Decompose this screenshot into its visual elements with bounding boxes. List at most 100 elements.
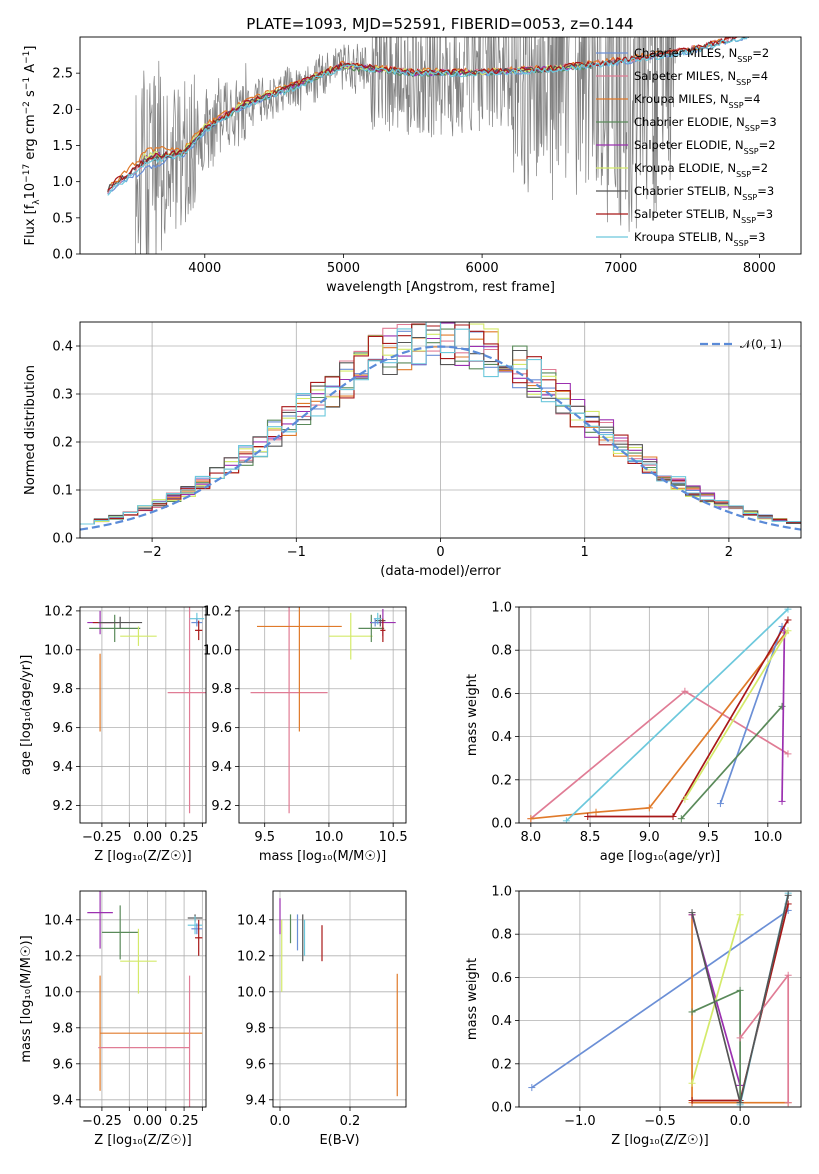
y-tick-label: 0.6 <box>491 971 512 986</box>
x-tick-label: −0.5 <box>644 1114 676 1129</box>
y-tick-label: 9.8 <box>52 1021 73 1036</box>
y-tick-label: 0.4 <box>491 1014 512 1029</box>
x-tick-label: 0.0 <box>730 1114 751 1129</box>
x-axis-label: wavelength [Angstrom, rest frame] <box>326 280 555 295</box>
legend-sub: SSP <box>744 147 759 156</box>
y-tick-label: 0.1 <box>52 484 73 499</box>
y-tick-label: 0.3 <box>52 388 73 403</box>
y-tick-label: 0.0 <box>52 248 73 263</box>
legend-suffix: =4 <box>751 69 768 83</box>
legend-suffix: =2 <box>752 46 769 60</box>
age-vs-mass-axes: 9.5 10.0 10.5 9.2 9.4 9.6 9.8 10.0 10.2 mass [log… <box>203 604 408 864</box>
legend-entry: Salpeter MILES, NSSP=4 <box>634 69 768 87</box>
y-tick-label: 10.0 <box>44 643 73 658</box>
y-label-part: erg cm <box>23 114 38 163</box>
weight-line <box>531 909 789 1089</box>
y-tick-label: 0.2 <box>52 436 73 451</box>
y-tick-label: 9.4 <box>52 1093 73 1108</box>
gaussian-curve <box>80 345 801 531</box>
legend-name: Kroupa MILES, N <box>634 92 729 106</box>
y-tick-label: 10.4 <box>237 913 266 928</box>
legend-sub: SSP <box>742 193 757 202</box>
weight-line <box>684 630 789 800</box>
legend-entry: 𝒩(0, 1) <box>740 337 782 351</box>
weight-line <box>739 974 790 1103</box>
legend-name: Chabrier ELODIE, N <box>634 115 745 129</box>
legend-sub: SSP <box>734 239 749 248</box>
y-tick-label: 9.6 <box>245 1057 266 1072</box>
y-tick-label: 0.2 <box>491 773 512 788</box>
y-tick-label: 0.6 <box>491 687 512 702</box>
plot-area <box>107 37 750 254</box>
legend-suffix: =3 <box>756 207 773 221</box>
x-tick-label: 1 <box>581 545 589 560</box>
y-tick-label: 10.2 <box>237 949 266 964</box>
axes-frame <box>79 321 802 539</box>
x-tick-label: −0.25 <box>82 830 122 845</box>
plot-area <box>279 898 398 1097</box>
x-tick-label: 2 <box>725 545 733 560</box>
y-label-part: A <box>23 64 38 77</box>
model-spectrum-line <box>107 37 749 196</box>
axes-frame <box>79 890 207 1108</box>
axes-frame <box>518 890 802 1108</box>
legend-name: Kroupa ELODIE, N <box>634 161 736 175</box>
weight-line <box>565 608 789 822</box>
weight-line <box>530 632 787 820</box>
y-tick-label: 9.8 <box>211 682 232 697</box>
legend-sub: SSP <box>741 216 756 225</box>
y-axis-label: age [log₁₀(age/yr)] <box>19 655 34 776</box>
spectrum-axes: 4000 5000 6000 7000 8000 0.0 0.5 1.0 1.5 2.0 2.5 wa… <box>22 36 802 295</box>
legend-entry: Chabrier ELODIE, NSSP=3 <box>634 115 777 133</box>
legend-entry: Salpeter ELODIE, NSSP=2 <box>634 138 776 156</box>
x-axis-label: Z [log₁₀(Z/Z☉)] <box>611 1133 708 1148</box>
weight-vs-age-axes: 8.0 8.5 9.0 9.5 10.0 0.0 0.2 0.4 0.6 0.8 1.0 age [l… <box>465 601 802 864</box>
y-axis-label: mass weight <box>465 674 480 756</box>
x-tick-label: 9.5 <box>254 830 275 845</box>
x-tick-label: 0 <box>436 545 444 560</box>
plot-area <box>527 607 792 823</box>
axes-frame <box>79 36 802 255</box>
y-tick-label: 9.4 <box>211 760 232 775</box>
x-tick-label: 5000 <box>327 261 360 276</box>
plot-area <box>87 607 206 814</box>
residuals-axes: −2 −1 0 1 2 0.0 0.1 0.2 0.3 0.4 (data-model)/error… <box>23 321 802 579</box>
x-tick-label: −2 <box>143 545 162 560</box>
y-tick-label: 2.5 <box>52 67 73 82</box>
weight-line <box>680 705 783 820</box>
y-tick-label: 9.4 <box>245 1093 266 1108</box>
y-tick-label: 1.0 <box>52 175 73 190</box>
legend-entry: Kroupa STELIB, NSSP=3 <box>634 230 765 248</box>
plot-area <box>87 891 203 1107</box>
residual-histogram <box>80 323 801 525</box>
weight-line <box>781 630 786 802</box>
x-tick-label: 6000 <box>466 261 499 276</box>
y-label-part: 10 <box>23 183 38 200</box>
x-tick-label: 10.5 <box>379 830 408 845</box>
y-tick-label: 9.2 <box>211 799 232 814</box>
y-tick-label: 0.4 <box>491 730 512 745</box>
x-tick-label: 0.0 <box>270 1114 291 1129</box>
x-tick-label: 0.00 <box>133 830 162 845</box>
y-tick-label: 10.0 <box>44 985 73 1000</box>
legend-suffix: =2 <box>751 161 768 175</box>
y-tick-label: 0.5 <box>52 211 73 226</box>
y-label-part: −1 <box>22 51 32 64</box>
y-label-part: −1 <box>22 77 32 90</box>
legend-suffix: =2 <box>759 138 776 152</box>
y-tick-label: 0.8 <box>491 928 512 943</box>
x-axis-label: (data-model)/error <box>380 564 501 579</box>
x-tick-label: 8.0 <box>521 830 542 845</box>
y-tick-label: 1.0 <box>491 601 512 616</box>
legend-sub: SSP <box>736 78 751 87</box>
x-tick-label: 0.25 <box>170 1114 199 1129</box>
legend-suffix: =4 <box>744 92 761 106</box>
x-axis-label: age [log₁₀(age/yr)] <box>600 849 721 864</box>
mass-vs-extinction-axes: 0.0 0.2 9.4 9.6 9.8 10.0 10.2 10.4 E(B-V) <box>237 890 407 1148</box>
y-tick-label: 9.8 <box>245 1021 266 1036</box>
weight-line <box>530 690 789 820</box>
y-tick-label: 0.0 <box>52 532 73 547</box>
legend-entry: Chabrier STELIB, NSSP=3 <box>634 184 774 202</box>
